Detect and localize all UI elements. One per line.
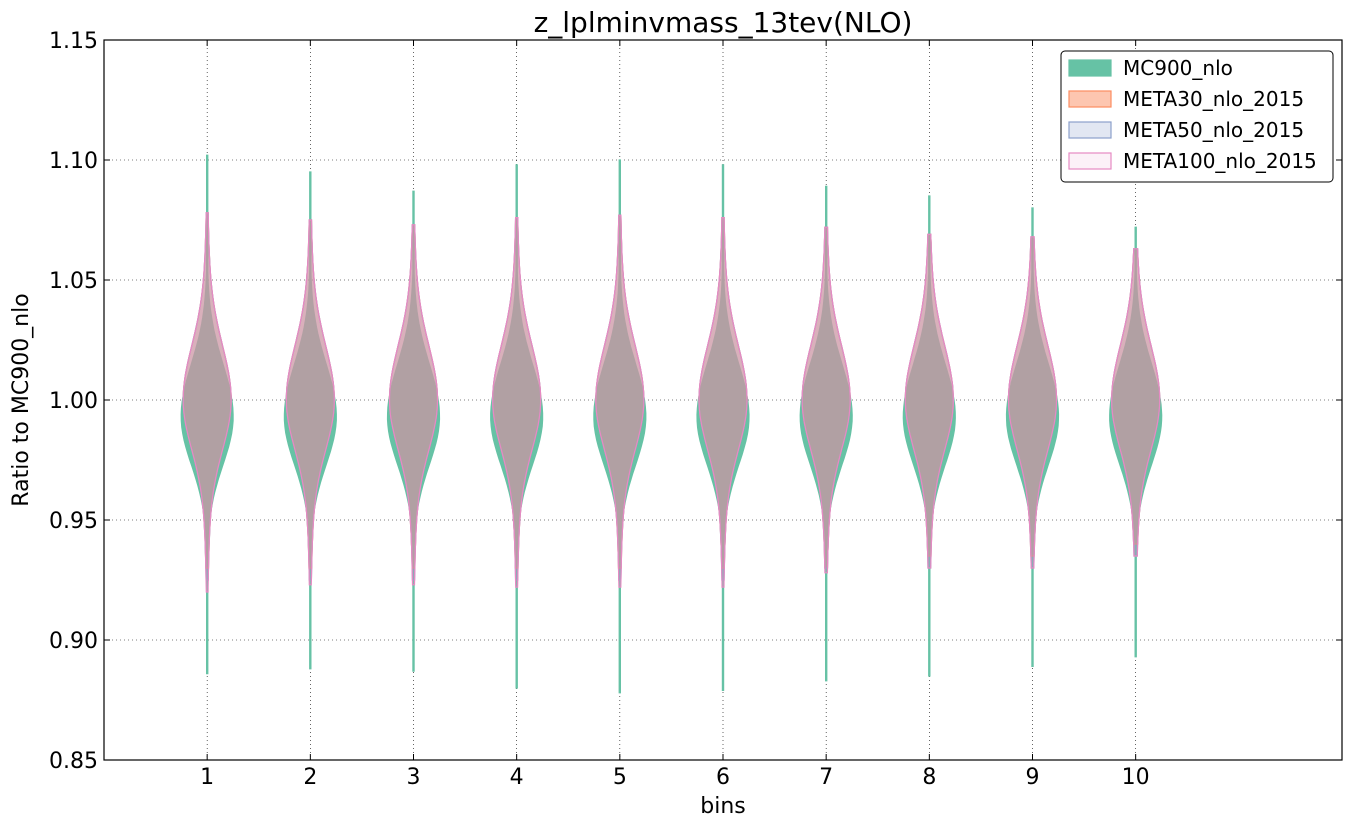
legend-label: MC900_nlo xyxy=(1123,56,1233,80)
y-tick-label: 1.00 xyxy=(49,389,98,414)
x-tick-label: 5 xyxy=(613,765,627,790)
x-axis-label: bins xyxy=(700,794,745,819)
legend-swatch xyxy=(1068,90,1112,108)
x-tick-label: 4 xyxy=(510,765,524,790)
y-tick-label: 1.10 xyxy=(49,149,98,174)
x-tick-label: 1 xyxy=(200,765,214,790)
legend-box xyxy=(1060,50,1334,183)
y-axis-label: Ratio to MC900_nlo xyxy=(9,293,34,506)
violin xyxy=(182,212,232,593)
legend: MC900_nlo META30_nlo_2015 META50_nlo_2015 M… xyxy=(1060,50,1334,183)
legend-swatch xyxy=(1068,152,1112,170)
x-tick-label: 8 xyxy=(922,765,936,790)
violin xyxy=(1007,236,1058,569)
violin xyxy=(698,217,748,588)
y-tick-label: 1.05 xyxy=(49,269,98,294)
x-tick-label: 2 xyxy=(303,765,317,790)
legend-swatch xyxy=(1068,59,1112,77)
violins xyxy=(180,154,1163,694)
violin xyxy=(1111,248,1161,557)
legend-label: META30_nlo_2015 xyxy=(1123,87,1304,111)
violin xyxy=(595,214,645,588)
violin xyxy=(801,226,851,574)
legend-label: META50_nlo_2015 xyxy=(1123,118,1304,142)
legend-label: META100_nlo_2015 xyxy=(1123,149,1317,173)
ticks: 0.85 0.90 0.95 1.00 1.05 1.10 1.15 1 2 3 4 5 6 7 8 9 10 xyxy=(49,29,1342,790)
violin-series-META100_nlo_2015 xyxy=(182,212,1161,593)
legend-swatch xyxy=(1068,121,1112,139)
x-tick-label: 7 xyxy=(819,765,833,790)
x-tick-label: 10 xyxy=(1122,765,1150,790)
x-tick-label: 3 xyxy=(407,765,421,790)
y-tick-label: 0.90 xyxy=(49,629,98,654)
violin xyxy=(388,224,439,586)
violin xyxy=(285,219,335,586)
violin xyxy=(904,233,954,569)
y-tick-label: 0.85 xyxy=(49,749,98,774)
x-tick-label: 9 xyxy=(1026,765,1040,790)
x-tick-label: 6 xyxy=(716,765,730,790)
y-tick-label: 1.15 xyxy=(49,29,98,54)
y-tick-label: 0.95 xyxy=(49,509,98,534)
chart-title: z_lplminvmass_13tev(NLO) xyxy=(534,6,913,39)
violin xyxy=(492,217,542,588)
